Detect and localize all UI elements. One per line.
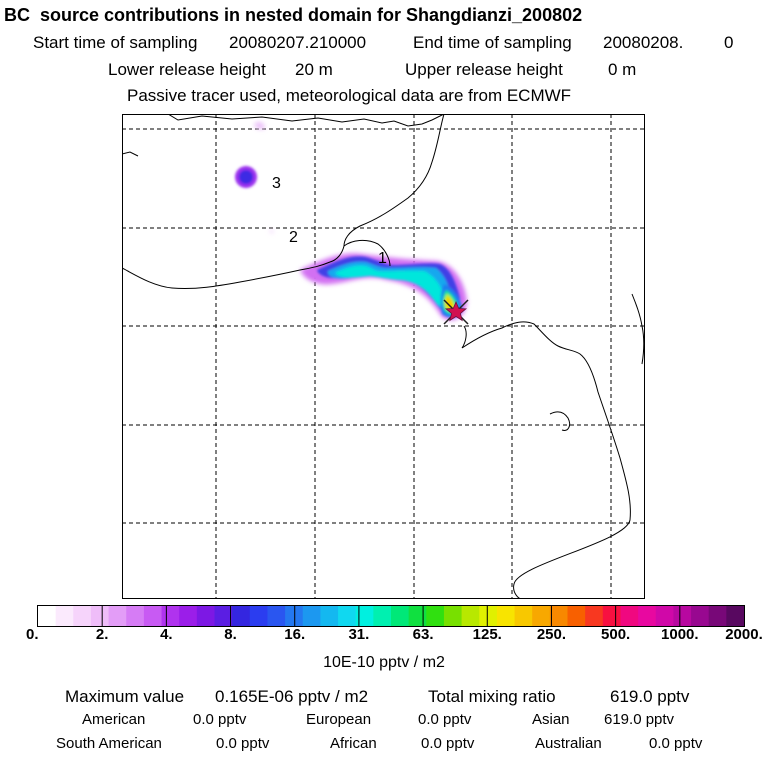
region-south-american-value: 0.0 pptv bbox=[216, 735, 270, 752]
colorbar-tick-label: 31. bbox=[348, 626, 370, 643]
colorbar-cell bbox=[232, 606, 251, 626]
source-marker-3: 3 bbox=[272, 175, 281, 192]
colorbar-tick-label: 125. bbox=[472, 626, 502, 643]
source-marker-2: 2 bbox=[289, 229, 298, 246]
colorbar-cell bbox=[73, 606, 92, 626]
colorbar-cell bbox=[691, 606, 710, 626]
region-european-value: 0.0 pptv bbox=[418, 711, 472, 728]
end-time-hour: 0 bbox=[724, 33, 734, 52]
colorbar-tick-label: 63. bbox=[412, 626, 434, 643]
region-asian-name: Asian bbox=[532, 711, 570, 728]
colorbar-cell bbox=[373, 606, 392, 626]
colorbar-cell bbox=[726, 606, 745, 626]
colorbar-tick-label: 0. bbox=[26, 626, 39, 643]
colorbar-cell bbox=[143, 606, 163, 626]
colorbar-cell bbox=[214, 606, 233, 626]
colorbar-cell bbox=[391, 606, 410, 626]
tracer-note: Passive tracer used, meteorological data… bbox=[127, 86, 572, 105]
region-asian-value: 619.0 pptv bbox=[604, 711, 675, 728]
colorbar-cell bbox=[585, 606, 604, 626]
colorbar-cell bbox=[55, 606, 74, 626]
coastlines bbox=[122, 114, 645, 599]
colorbar-cell bbox=[338, 606, 357, 626]
region-african-value: 0.0 pptv bbox=[421, 735, 475, 752]
colorbar-cell bbox=[426, 606, 445, 626]
plot-title: BC source contributions in nested domain… bbox=[4, 5, 583, 25]
colorbar-cell bbox=[602, 606, 622, 626]
colorbar-tick-label: 2000. bbox=[725, 626, 763, 643]
region-american-value: 0.0 pptv bbox=[193, 711, 247, 728]
colorbar-cell bbox=[196, 606, 216, 626]
receptor-star-icon bbox=[443, 299, 469, 325]
colorbar-cell bbox=[655, 606, 674, 626]
colorbar-cell bbox=[161, 606, 180, 626]
lat-lon-grid bbox=[122, 114, 645, 599]
colorbar-cell bbox=[567, 606, 586, 626]
colorbar-cell bbox=[38, 606, 57, 626]
start-time-value: 20080207.210000 bbox=[229, 33, 367, 52]
upper-release-label: Upper release height bbox=[405, 60, 563, 79]
start-time-label: Start time of sampling bbox=[33, 33, 198, 52]
colorbar-cell bbox=[302, 606, 321, 626]
colorbar-tick-label: 16. bbox=[284, 626, 306, 643]
colorbar-cell bbox=[249, 606, 269, 626]
region-american-name: American bbox=[82, 711, 146, 728]
region-south-american-name: South American bbox=[56, 735, 162, 752]
total-mixing-label: Total mixing ratio bbox=[428, 687, 556, 706]
colorbar-cell bbox=[108, 606, 127, 626]
end-time-label: End time of sampling bbox=[413, 33, 572, 52]
colorbar-cell bbox=[320, 606, 339, 626]
colorbar-tick-label: 4. bbox=[160, 626, 173, 643]
colorbar-tick-label: 500. bbox=[601, 626, 631, 643]
colorbar-cell bbox=[126, 606, 145, 626]
colorbar-cell bbox=[549, 606, 569, 626]
source-contribution-map: 1 2 3 bbox=[122, 114, 645, 599]
colorbar-cell bbox=[620, 606, 639, 626]
lower-release-label: Lower release height bbox=[108, 60, 266, 79]
region-african-name: African bbox=[330, 735, 377, 752]
region-australian-value: 0.0 pptv bbox=[649, 735, 703, 752]
lower-release-value: 20 m bbox=[295, 60, 333, 79]
colorbar-cell bbox=[708, 606, 727, 626]
colorbar-cell bbox=[514, 606, 533, 626]
colorbar-cell bbox=[90, 606, 110, 626]
upper-release-value: 0 m bbox=[608, 60, 637, 79]
map-frame bbox=[122, 114, 645, 599]
region-australian-name: Australian bbox=[535, 735, 602, 752]
colorbar-cell bbox=[496, 606, 516, 626]
colorbar-tick-label: 1000. bbox=[661, 626, 699, 643]
colorbar-cell bbox=[479, 606, 498, 626]
colorbar-cell bbox=[638, 606, 657, 626]
source-marker-1: 1 bbox=[378, 250, 387, 267]
colorbar-cell bbox=[267, 606, 286, 626]
colorbar-cell bbox=[461, 606, 480, 626]
colorbar-cell bbox=[355, 606, 374, 626]
colorbar-cell bbox=[285, 606, 304, 626]
colorbar-cell bbox=[532, 606, 551, 626]
colorbar-cell bbox=[443, 606, 463, 626]
colorbar-cell bbox=[408, 606, 427, 626]
max-value: 0.165E-06 pptv / m2 bbox=[215, 687, 369, 706]
region-european-name: European bbox=[306, 711, 372, 728]
colorbar-unit: 10E-10 pptv / m2 bbox=[323, 654, 445, 671]
total-mixing-value: 619.0 pptv bbox=[610, 687, 690, 706]
max-value-label: Maximum value bbox=[65, 687, 185, 706]
colorbar-tick-label: 8. bbox=[224, 626, 237, 643]
colorbar-cell bbox=[179, 606, 198, 626]
end-time-value: 20080208. bbox=[603, 33, 684, 52]
colorbar-tick-label: 250. bbox=[536, 626, 567, 643]
colorbar-cell bbox=[673, 606, 692, 626]
colorbar-tick-label: 2. bbox=[95, 626, 109, 643]
colorbar bbox=[37, 605, 745, 627]
